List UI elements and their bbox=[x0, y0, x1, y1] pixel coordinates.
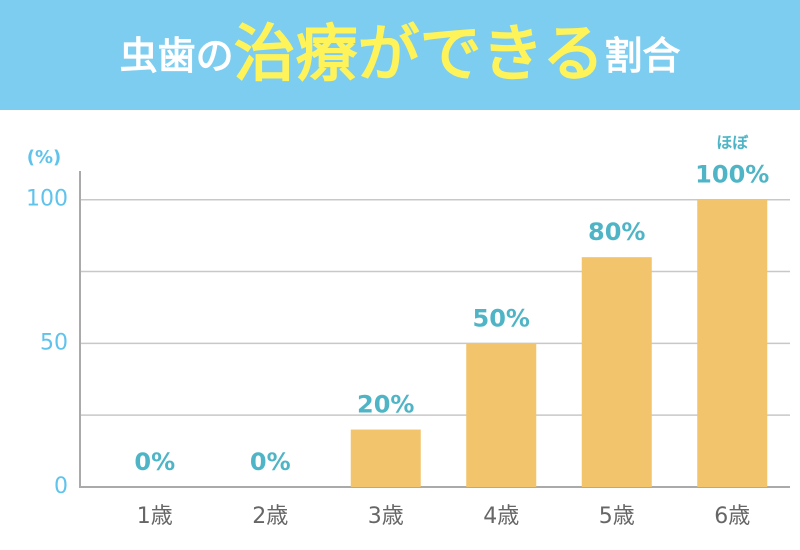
annotation: ほぼ bbox=[716, 133, 749, 152]
title-part: 治療ができる bbox=[234, 17, 605, 90]
y-tick-label: 0 bbox=[54, 474, 68, 499]
bar bbox=[466, 343, 537, 487]
x-tick-label: 3歳 bbox=[368, 504, 404, 529]
bar bbox=[697, 199, 768, 487]
x-tick-label: 5歳 bbox=[599, 504, 635, 529]
title-part: 虫歯の bbox=[120, 34, 234, 78]
value-label: 80% bbox=[588, 218, 645, 246]
x-tick-label: 1歳 bbox=[137, 504, 173, 529]
title-part: 割合 bbox=[604, 34, 680, 78]
value-label: 20% bbox=[357, 391, 414, 419]
chart-title: 虫歯の治療ができる割合 bbox=[120, 17, 681, 90]
bar bbox=[581, 257, 652, 487]
header-band bbox=[0, 0, 800, 110]
value-label: 50% bbox=[473, 304, 530, 332]
x-tick-label: 2歳 bbox=[252, 504, 288, 529]
value-label: 0% bbox=[134, 448, 175, 476]
y-tick-label: 100 bbox=[26, 187, 68, 212]
x-tick-label: 4歳 bbox=[483, 504, 519, 529]
bar bbox=[350, 429, 421, 487]
y-tick-label: 50 bbox=[40, 330, 68, 355]
value-label: 100% bbox=[695, 161, 769, 189]
x-tick-label: 6歳 bbox=[714, 504, 750, 529]
value-label: 0% bbox=[250, 448, 291, 476]
y-axis-label: (%) bbox=[27, 147, 62, 168]
